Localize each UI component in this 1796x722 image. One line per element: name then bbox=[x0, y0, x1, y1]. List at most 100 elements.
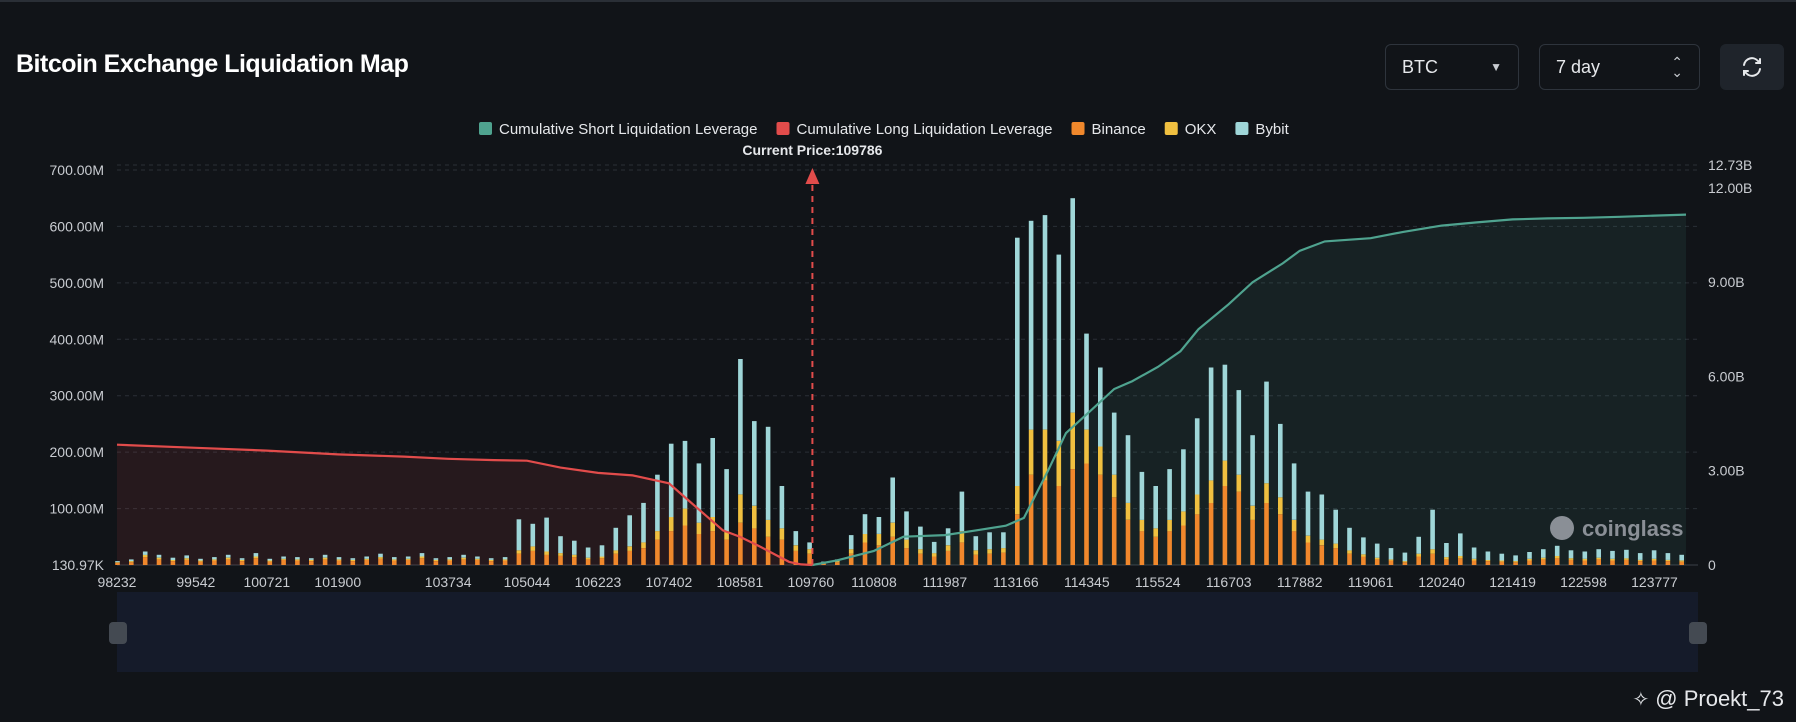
bar-bybit bbox=[710, 438, 715, 517]
bar-bybit bbox=[1347, 527, 1352, 551]
bar-okx bbox=[433, 559, 439, 561]
bar-binance bbox=[1319, 545, 1325, 566]
bar-okx bbox=[876, 534, 882, 546]
bar-okx bbox=[502, 559, 508, 561]
range-slider[interactable] bbox=[109, 592, 1707, 672]
y-left-tick-label: 500.00M bbox=[50, 275, 104, 291]
bar-binance bbox=[1347, 553, 1352, 565]
bar-okx bbox=[1679, 560, 1684, 562]
bar-bybit bbox=[1264, 381, 1269, 484]
bar-binance bbox=[239, 561, 245, 565]
x-tick-label: 109760 bbox=[787, 574, 834, 590]
bar-okx bbox=[544, 551, 549, 555]
bar-binance bbox=[1222, 486, 1228, 565]
bar-okx bbox=[1264, 483, 1269, 503]
bar-okx bbox=[1250, 505, 1255, 520]
bar-binance bbox=[1527, 560, 1532, 565]
bar-binance bbox=[1236, 491, 1242, 565]
refresh-button[interactable] bbox=[1720, 44, 1784, 90]
bar-binance bbox=[1485, 561, 1491, 565]
bar-okx bbox=[170, 559, 176, 561]
bar-bybit bbox=[1236, 390, 1242, 475]
bar-okx bbox=[1098, 446, 1103, 475]
bar-binance bbox=[945, 550, 951, 565]
bar-okx bbox=[959, 531, 965, 543]
bar-bybit bbox=[461, 554, 466, 558]
bar-bybit bbox=[1001, 532, 1006, 549]
bar-bybit bbox=[1665, 553, 1671, 560]
bar-bybit bbox=[309, 558, 314, 560]
bar-binance bbox=[655, 539, 660, 565]
x-tick-label: 121419 bbox=[1489, 574, 1536, 590]
bar-okx bbox=[1610, 558, 1615, 561]
bar-bybit bbox=[1527, 552, 1532, 559]
bar-bybit bbox=[1596, 549, 1601, 558]
bar-binance bbox=[1194, 514, 1200, 565]
bar-okx bbox=[1471, 558, 1477, 561]
x-tick-label: 117882 bbox=[1277, 574, 1323, 590]
x-tick-label: 103734 bbox=[425, 574, 472, 590]
cumulative-long-area bbox=[117, 444, 813, 565]
range-slider-left-handle[interactable] bbox=[109, 622, 127, 644]
bar-okx bbox=[198, 560, 203, 562]
y-right-tick-label: 3.00B bbox=[1708, 463, 1745, 479]
liquidation-chart: Cumulative Short Liquidation Leverage Cum… bbox=[50, 121, 1752, 672]
y-left-tick-label: 300.00M bbox=[50, 388, 104, 404]
bar-binance bbox=[1042, 480, 1048, 565]
bar-binance bbox=[627, 550, 632, 565]
bar-binance bbox=[1278, 514, 1283, 565]
bar-bybit bbox=[516, 519, 522, 551]
bar-okx bbox=[1430, 549, 1435, 554]
bar-okx bbox=[1278, 497, 1283, 515]
bar-binance bbox=[1139, 531, 1145, 565]
bar-binance bbox=[281, 559, 286, 565]
range-select[interactable]: 7 day ⌃ ⌄ bbox=[1539, 44, 1700, 90]
bar-bybit bbox=[1568, 550, 1574, 559]
author-watermark: ✧ @ Proekt_73 bbox=[1633, 686, 1785, 712]
bar-bybit bbox=[641, 502, 646, 543]
coin-select[interactable]: BTC ▼ bbox=[1385, 44, 1519, 90]
bar-okx bbox=[336, 559, 342, 561]
bar-okx bbox=[1665, 559, 1671, 561]
x-tick-label: 105044 bbox=[504, 574, 551, 590]
bar-bybit bbox=[1624, 549, 1629, 559]
bar-binance bbox=[253, 558, 259, 565]
bar-bybit bbox=[904, 511, 909, 540]
bar-binance bbox=[1291, 531, 1297, 565]
bar-bybit bbox=[1610, 550, 1615, 559]
bar-bybit bbox=[1651, 550, 1657, 559]
bar-bybit bbox=[1499, 553, 1505, 561]
bar-okx bbox=[295, 559, 300, 561]
bar-okx bbox=[1527, 558, 1532, 561]
bar-okx bbox=[1513, 561, 1518, 563]
bar-okx bbox=[1167, 519, 1172, 532]
bar-binance bbox=[890, 536, 895, 565]
cumulative-short-line bbox=[812, 213, 1687, 567]
bar-binance bbox=[1250, 519, 1255, 565]
range-slider-right-handle[interactable] bbox=[1689, 622, 1707, 644]
page-title: Bitcoin Exchange Liquidation Map bbox=[16, 50, 409, 78]
bar-bybit bbox=[433, 558, 439, 560]
bar-binance bbox=[668, 531, 674, 565]
bar-bybit bbox=[364, 556, 369, 559]
bar-okx bbox=[904, 539, 909, 549]
bar-binance bbox=[350, 561, 356, 565]
bar-okx bbox=[1388, 559, 1394, 561]
bar-bybit bbox=[1458, 533, 1463, 556]
x-tick-label: 116703 bbox=[1206, 574, 1252, 590]
bar-bybit bbox=[1278, 423, 1283, 498]
bar-okx bbox=[239, 559, 245, 561]
bar-bybit bbox=[558, 536, 563, 554]
x-tick-label: 120240 bbox=[1418, 574, 1465, 590]
bar-binance bbox=[1388, 560, 1394, 565]
bar-okx bbox=[1042, 429, 1048, 481]
bar-okx bbox=[973, 550, 979, 555]
y-right-tick-label: 6.00B bbox=[1708, 368, 1745, 384]
y-right-tick-label: 12.73B bbox=[1708, 157, 1752, 173]
bar-bybit bbox=[1291, 463, 1297, 520]
bar-okx bbox=[461, 557, 466, 560]
bar-bybit bbox=[253, 553, 259, 557]
bar-binance bbox=[1596, 559, 1601, 565]
bar-bybit bbox=[696, 463, 702, 523]
bar-bybit bbox=[599, 545, 605, 557]
